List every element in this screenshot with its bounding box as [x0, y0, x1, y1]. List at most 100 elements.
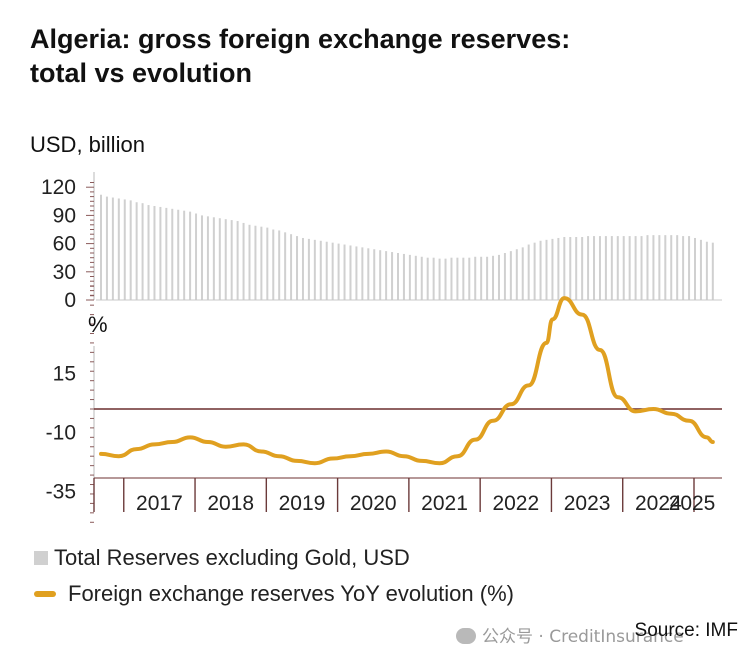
- bar: [385, 251, 388, 300]
- bottom-y-tick-label: -35: [46, 481, 76, 504]
- top-y-tick-label: 120: [41, 176, 76, 199]
- legend: Total Reserves excluding Gold, USD Forei…: [34, 540, 514, 612]
- bar: [361, 247, 364, 300]
- bar: [325, 241, 328, 300]
- bar: [331, 242, 334, 300]
- bar: [100, 194, 102, 300]
- bar: [111, 197, 114, 300]
- bar: [272, 229, 275, 300]
- bar: [408, 254, 411, 300]
- bar: [117, 198, 120, 300]
- bar: [218, 218, 221, 300]
- bar: [212, 217, 215, 300]
- bar: [373, 249, 376, 300]
- bar: [177, 209, 180, 300]
- bar: [284, 232, 287, 300]
- bar: [521, 247, 524, 300]
- yoy-line: [99, 296, 715, 466]
- top-y-tick-label: 30: [53, 261, 76, 284]
- bar: [230, 220, 233, 300]
- bar: [200, 215, 203, 300]
- bar: [153, 206, 156, 300]
- bar: [278, 230, 281, 300]
- bar: [682, 236, 685, 300]
- bottom-y-axis-label: %: [88, 312, 108, 337]
- bar: [444, 258, 447, 300]
- legend-label-reserves: Total Reserves excluding Gold, USD: [54, 545, 410, 570]
- bar: [397, 253, 399, 300]
- bottom-y-tick-label: 15: [53, 363, 76, 386]
- chart-title: Algeria: gross foreign exchange reserves…: [30, 22, 730, 90]
- bar: [557, 237, 560, 300]
- bar: [705, 241, 708, 300]
- chart-title-line2: total vs evolution: [30, 58, 253, 88]
- bar: [610, 236, 613, 300]
- bar: [551, 238, 554, 300]
- bar: [503, 253, 506, 300]
- chart-title-line1: Algeria: gross foreign exchange reserves…: [30, 24, 571, 54]
- wechat-icon: [456, 628, 476, 644]
- bar: [367, 248, 370, 300]
- bar: [123, 199, 126, 300]
- bar: [165, 207, 168, 300]
- bar: [254, 225, 257, 300]
- legend-label-yoy: Foreign exchange reserves YoY evolution …: [68, 581, 514, 606]
- x-tick-label: 2023: [564, 492, 611, 515]
- top-y-tick-label: 60: [53, 233, 76, 256]
- legend-item-yoy: Foreign exchange reserves YoY evolution …: [34, 576, 514, 612]
- bar: [355, 246, 358, 300]
- x-tick-label: 2020: [350, 492, 397, 515]
- bar: [497, 254, 500, 300]
- bar: [634, 236, 637, 300]
- x-tick-label: 2021: [421, 492, 468, 515]
- x-tick-label: 2018: [207, 492, 254, 515]
- bar: [575, 237, 578, 300]
- bar: [527, 244, 530, 300]
- bar: [581, 237, 584, 300]
- source-note: Source: IMF: [634, 620, 738, 641]
- bar: [539, 240, 542, 300]
- bar: [462, 257, 465, 300]
- x-tick-label: 2017: [136, 492, 183, 515]
- bar: [640, 236, 643, 300]
- x-tick-label: 2024: [635, 492, 682, 515]
- bar: [349, 245, 352, 300]
- bar: [616, 236, 619, 300]
- bar: [604, 236, 607, 300]
- bar: [474, 256, 477, 300]
- bar: [492, 255, 495, 300]
- bar: [402, 253, 405, 300]
- bar: [319, 240, 322, 300]
- bar: [593, 236, 596, 300]
- x-tick-label: 2025: [669, 492, 716, 515]
- bar: [195, 213, 198, 300]
- bar: [147, 205, 150, 300]
- bar: [699, 239, 702, 300]
- bar: [432, 257, 435, 300]
- bar: [628, 236, 631, 300]
- bar: [296, 236, 299, 300]
- bar: [533, 242, 536, 300]
- bar: [652, 235, 655, 300]
- top-y-axis: 0 30 60 90 120: [41, 172, 722, 312]
- bar: [646, 235, 649, 300]
- line-series: [99, 296, 715, 466]
- bar: [563, 237, 566, 300]
- bar: [307, 238, 310, 300]
- bar: [509, 251, 512, 300]
- top-y-tick-label: 90: [53, 204, 76, 227]
- watermark: 公众号 · CreditInsurance: [456, 622, 684, 647]
- bar: [676, 235, 679, 300]
- bar: [414, 255, 417, 300]
- bar: [135, 202, 138, 300]
- bar: [569, 237, 572, 300]
- bar: [658, 235, 661, 300]
- bar: [337, 243, 340, 300]
- bar: [224, 219, 227, 300]
- bar: [313, 239, 316, 300]
- bar: [301, 237, 304, 300]
- bar: [420, 256, 423, 300]
- bar: [664, 235, 667, 300]
- watermark-text: 公众号 · CreditInsurance: [482, 627, 684, 647]
- bar: [105, 196, 108, 300]
